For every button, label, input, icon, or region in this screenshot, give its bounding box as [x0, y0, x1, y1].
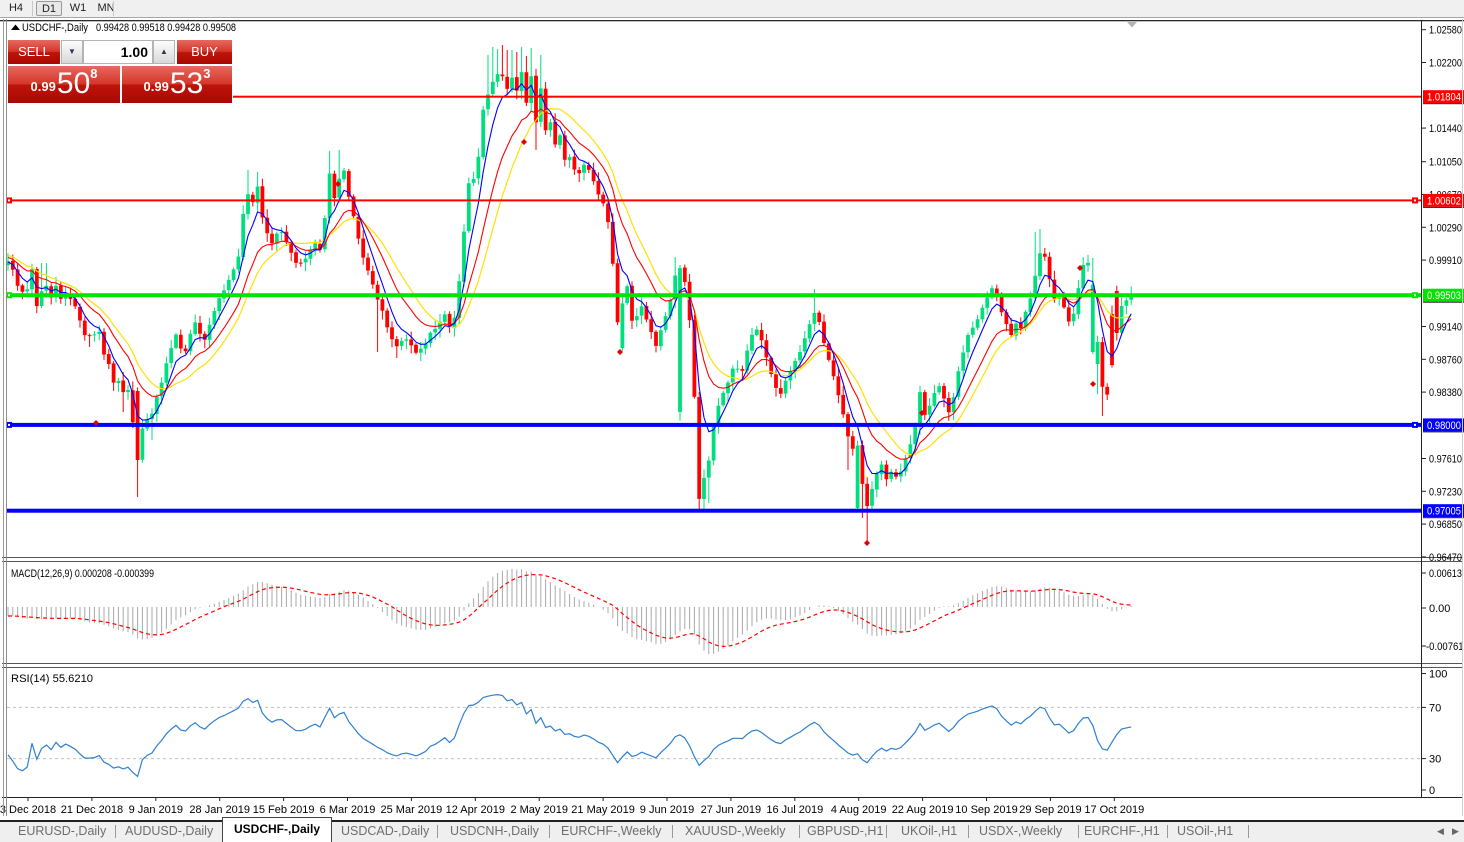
svg-text:1.01804: 1.01804	[1427, 92, 1461, 104]
svg-text:6 Mar 2019: 6 Mar 2019	[320, 804, 376, 816]
svg-text:0.00613: 0.00613	[1429, 568, 1462, 580]
svg-text:1.00602: 1.00602	[1427, 195, 1461, 207]
svg-text:0.98760: 0.98760	[1429, 354, 1462, 366]
svg-text:28 Jan 2019: 28 Jan 2019	[189, 804, 250, 816]
svg-text:22 Aug 2019: 22 Aug 2019	[892, 804, 954, 816]
svg-text:USDCHF-,Daily: USDCHF-,Daily	[22, 22, 88, 34]
svg-text:15 Feb 2019: 15 Feb 2019	[253, 804, 315, 816]
svg-text:2 May 2019: 2 May 2019	[510, 804, 567, 816]
svg-text:30: 30	[1429, 754, 1441, 766]
svg-text:21 Dec 2018: 21 Dec 2018	[61, 804, 123, 816]
svg-text:0.98000: 0.98000	[1427, 420, 1461, 432]
svg-text:4 Aug 2019: 4 Aug 2019	[831, 804, 887, 816]
svg-text:16 Jul 2019: 16 Jul 2019	[766, 804, 823, 816]
svg-text:0.96470: 0.96470	[1429, 552, 1462, 564]
svg-text:0.97230: 0.97230	[1429, 486, 1462, 498]
svg-text:3 Dec 2018: 3 Dec 2018	[0, 804, 56, 816]
svg-text:21 May 2019: 21 May 2019	[571, 804, 635, 816]
svg-text:0.97610: 0.97610	[1429, 454, 1462, 466]
svg-text:0.96850: 0.96850	[1429, 519, 1462, 531]
svg-text:9 Jan 2019: 9 Jan 2019	[129, 804, 183, 816]
svg-text:17 Oct 2019: 17 Oct 2019	[1084, 804, 1144, 816]
svg-text:27 Jun 2019: 27 Jun 2019	[701, 804, 762, 816]
svg-text:-0.00761: -0.00761	[1426, 641, 1464, 653]
svg-text:1.02580: 1.02580	[1429, 25, 1462, 37]
svg-text:0.97005: 0.97005	[1427, 506, 1461, 518]
svg-text:10 Sep 2019: 10 Sep 2019	[955, 804, 1017, 816]
svg-text:RSI(14) 55.6210: RSI(14) 55.6210	[11, 673, 93, 685]
svg-text:12 Apr 2019: 12 Apr 2019	[446, 804, 505, 816]
svg-text:1.01440: 1.01440	[1429, 123, 1462, 135]
svg-text:0.99910: 0.99910	[1429, 255, 1462, 267]
svg-text:0.99503: 0.99503	[1427, 290, 1461, 302]
svg-text:0.00: 0.00	[1429, 603, 1450, 615]
svg-text:1.02200: 1.02200	[1429, 58, 1462, 70]
svg-text:0: 0	[1429, 785, 1435, 797]
svg-text:0.99140: 0.99140	[1429, 322, 1462, 334]
svg-text:9 Jun 2019: 9 Jun 2019	[640, 804, 694, 816]
svg-text:1.01050: 1.01050	[1429, 157, 1462, 169]
svg-text:0.98380: 0.98380	[1429, 387, 1462, 399]
svg-text:MACD(12,26,9) 0.000208 -0.0003: MACD(12,26,9) 0.000208 -0.000399	[11, 568, 154, 580]
svg-text:1.00290: 1.00290	[1429, 222, 1462, 234]
svg-text:0.99428 0.99518 0.99428 0.9950: 0.99428 0.99518 0.99428 0.99508	[96, 22, 236, 34]
svg-text:25 Mar 2019: 25 Mar 2019	[381, 804, 443, 816]
svg-text:29 Sep 2019: 29 Sep 2019	[1019, 804, 1081, 816]
svg-text:100: 100	[1429, 669, 1447, 681]
svg-text:70: 70	[1429, 702, 1441, 714]
